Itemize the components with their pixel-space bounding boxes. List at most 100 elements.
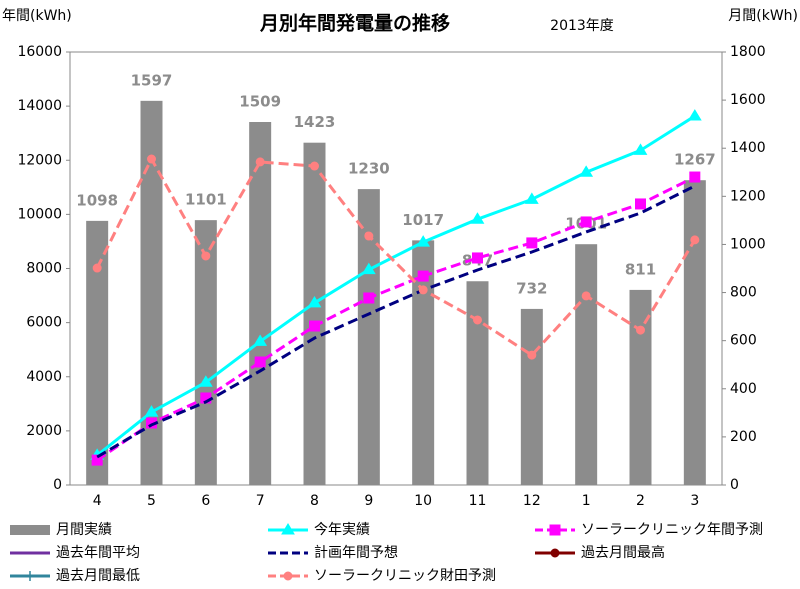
- y2-tick-label: 600: [730, 333, 757, 349]
- line: [96, 114, 696, 457]
- bar: [575, 244, 598, 485]
- x-tick-label: 2: [636, 493, 645, 509]
- bar: [249, 122, 272, 486]
- y-tick-label: 2000: [26, 423, 62, 439]
- marker: [307, 295, 322, 308]
- marker: [526, 237, 538, 249]
- y2-tick-label: 0: [730, 477, 739, 493]
- legend-marker: [549, 524, 561, 536]
- marker: [91, 454, 103, 466]
- legend-marker: [283, 571, 293, 581]
- marker: [633, 143, 648, 155]
- x-tick-label: 1: [582, 493, 591, 509]
- legend-marker: [550, 548, 560, 558]
- marker: [147, 154, 156, 164]
- y2-tick-label: 1200: [730, 188, 766, 204]
- legend-label: 月間実績: [56, 522, 112, 538]
- x-tick-label: 7: [256, 493, 265, 509]
- bar: [466, 281, 489, 485]
- x-tick-label: 9: [364, 493, 373, 509]
- marker: [580, 216, 592, 228]
- chart-subtitle: 2013年度: [550, 18, 614, 34]
- x-tick-label: 10: [414, 493, 432, 509]
- value-label: 1098: [76, 191, 118, 209]
- y2-tick-label: 1000: [730, 236, 766, 252]
- bar: [520, 308, 543, 485]
- x-tick-label: 12: [523, 493, 541, 509]
- marker: [310, 161, 319, 171]
- y2-tick-label: 1600: [730, 92, 766, 108]
- y2-tick-label: 200: [730, 429, 757, 445]
- y-tick-label: 12000: [17, 152, 62, 168]
- marker: [364, 231, 374, 241]
- bar: [140, 100, 163, 486]
- marker: [201, 251, 211, 261]
- chart-title: 月別年間発電量の推移: [259, 12, 450, 35]
- bar: [86, 220, 109, 485]
- marker: [416, 235, 431, 247]
- x-tick-label: 6: [201, 493, 210, 509]
- marker: [254, 356, 266, 368]
- marker: [309, 320, 320, 332]
- marker: [636, 325, 645, 335]
- legend-label: 今年実績: [314, 522, 370, 538]
- bar: [357, 189, 380, 485]
- y-tick-label: 14000: [17, 98, 62, 114]
- legend-label: 計画年間予想: [314, 545, 398, 561]
- legend-label: ソーラークリニック年間予測: [581, 522, 763, 538]
- bar: [412, 240, 435, 485]
- y2-tick-label: 1800: [730, 44, 766, 60]
- marker: [198, 375, 213, 387]
- marker: [689, 171, 701, 183]
- x-tick-label: 5: [147, 493, 156, 509]
- y-tick-label: 8000: [26, 261, 62, 277]
- x-tick-label: 4: [93, 493, 102, 509]
- marker: [527, 350, 537, 360]
- y-tick-label: 10000: [17, 206, 62, 222]
- line: [96, 175, 696, 462]
- legend-marker: [25, 571, 35, 581]
- legend-label: 過去月間最高: [581, 544, 665, 561]
- bar: [194, 220, 217, 486]
- legend-label: 過去月間最低: [56, 568, 140, 584]
- y-tick-label: 0: [53, 477, 62, 493]
- x-tick-label: 11: [469, 493, 487, 509]
- marker: [363, 292, 375, 304]
- marker: [361, 262, 376, 275]
- y-axis-label: 年間(kWh): [2, 8, 72, 24]
- value-label: 1101: [185, 191, 227, 209]
- marker: [92, 263, 102, 273]
- y-tick-label: 6000: [26, 315, 62, 331]
- line: [95, 155, 697, 358]
- value-label: 1423: [294, 113, 336, 131]
- marker: [524, 192, 539, 204]
- bar: [683, 180, 706, 485]
- marker: [687, 109, 702, 121]
- legend-marker: [281, 523, 295, 535]
- y2-axis-label: 月間(kWh): [728, 8, 798, 24]
- marker: [581, 291, 591, 301]
- value-label: 1017: [402, 211, 444, 229]
- y2-tick-label: 1400: [730, 140, 766, 156]
- marker: [635, 198, 646, 210]
- y-tick-label: 16000: [17, 44, 62, 60]
- marker: [253, 334, 268, 346]
- legend-swatch: [10, 525, 50, 535]
- line: [96, 184, 696, 459]
- value-label: 1267: [674, 151, 716, 169]
- marker: [473, 315, 482, 325]
- value-label: 1230: [348, 160, 390, 178]
- marker: [417, 270, 429, 282]
- marker: [690, 235, 700, 245]
- y-tick-label: 4000: [26, 369, 62, 385]
- x-tick-label: 8: [310, 493, 319, 509]
- legend-label: ソーラークリニック財田予測: [314, 568, 496, 584]
- value-label: 732: [516, 279, 547, 297]
- marker: [144, 405, 159, 417]
- y2-tick-label: 400: [730, 381, 757, 397]
- x-tick-label: 3: [690, 493, 699, 509]
- y2-tick-label: 800: [730, 285, 757, 301]
- marker: [579, 165, 594, 177]
- marker: [472, 252, 483, 264]
